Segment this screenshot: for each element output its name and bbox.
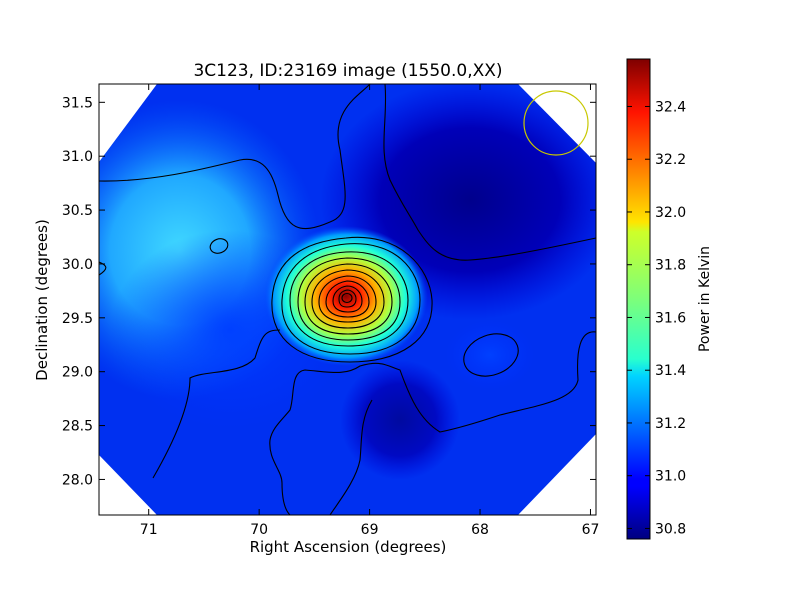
heatmap-image [99,84,596,515]
y-tick-label: 29.5 [62,311,93,327]
y-tick-label: 29.0 [62,365,93,381]
x-tick-label: 69 [361,522,379,538]
colorbar-tick-label: 31.8 [655,258,686,274]
y-axis-label: Declination (degrees) [33,219,51,381]
colorbar-tick-label: 31.4 [655,363,686,379]
colorbar-tick-label: 32.2 [655,152,686,168]
x-tick-label: 67 [582,522,600,538]
y-tick-label: 31.0 [62,149,93,165]
x-axis-label: Right Ascension (degrees) [250,538,447,556]
colorbar-tick-label: 31.2 [655,416,686,432]
contour-lines [99,84,596,515]
colorbar-tick-label: 31.6 [655,310,686,326]
y-tick-label: 28.5 [62,419,93,435]
y-tick-label: 30.5 [62,203,93,219]
colorbar-tick-label: 32.0 [655,205,686,221]
y-axis: 28.0 28.5 29.0 29.5 30.0 30.5 31.0 31.5 [62,95,596,488]
x-tick-label: 71 [140,522,158,538]
y-tick-label: 28.0 [62,472,93,488]
colorbar-axis: 30.8 31.0 31.2 31.4 31.6 31.8 32.0 32.2 32.4 [627,99,686,537]
chart-title: 3C123, ID:23169 image (1550.0,XX) [193,61,502,81]
y-tick-label: 31.5 [62,95,93,111]
x-axis: 71 70 69 68 67 [140,84,600,538]
colorbar-tick-label: 30.8 [655,521,686,537]
colorbar-tick-label: 32.4 [655,99,686,115]
colorbar-label: Power in Kelvin [697,246,713,352]
x-tick-label: 68 [471,522,489,538]
x-tick-label: 70 [250,522,268,538]
colorbar [626,58,651,540]
colorbar-tick-label: 31.0 [655,469,686,485]
y-tick-label: 30.0 [62,257,93,273]
beam-circle [523,90,589,156]
plot-frame [98,83,597,516]
